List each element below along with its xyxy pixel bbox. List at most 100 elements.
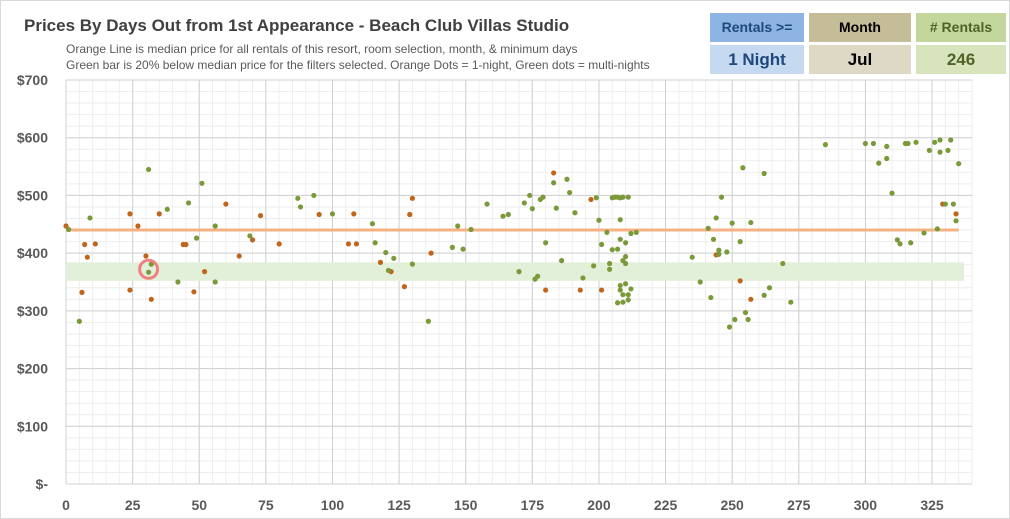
x-tick-label: 0	[62, 497, 70, 513]
multi-night-point	[505, 211, 511, 218]
multi-night-point	[617, 217, 623, 223]
multi-night-point	[87, 215, 93, 221]
multi-night-point	[599, 241, 605, 248]
multi-night-point	[732, 316, 738, 323]
y-tick-label: $200	[17, 361, 48, 377]
multi-night-point	[572, 210, 578, 216]
one-night-point	[748, 296, 754, 302]
multi-night-point	[937, 149, 943, 155]
multi-night-point	[950, 201, 956, 207]
multi-night-point	[460, 246, 466, 252]
one-night-point	[127, 211, 133, 217]
multi-night-point	[593, 195, 599, 201]
one-night-point	[257, 213, 264, 219]
multi-night-point	[385, 267, 392, 274]
multi-night-point	[761, 292, 767, 298]
one-night-point	[577, 287, 583, 293]
highlight-ring	[138, 258, 160, 280]
multi-night-point	[559, 258, 565, 264]
multi-night-point	[614, 300, 621, 306]
multi-night-point	[713, 215, 719, 221]
multi-night-point	[953, 218, 959, 224]
kpi-label: # Rentals	[916, 13, 1006, 42]
multi-night-point	[553, 205, 559, 211]
one-night-point	[84, 254, 90, 260]
multi-night-point	[529, 206, 535, 212]
x-tick-label: 225	[654, 497, 678, 513]
multi-night-point	[625, 292, 631, 298]
one-night-point	[276, 241, 282, 247]
one-night-point	[401, 284, 408, 290]
x-tick-label: 250	[720, 497, 744, 513]
multi-night-point	[948, 137, 954, 143]
multi-night-point	[297, 204, 304, 210]
one-night-point	[79, 289, 85, 295]
multi-night-point	[937, 137, 943, 143]
multi-night-point	[884, 143, 890, 149]
y-tick-label: $400	[17, 245, 48, 261]
multi-night-point	[622, 240, 629, 246]
multi-night-point	[908, 240, 914, 246]
multi-night-point	[146, 166, 152, 173]
multi-night-point	[788, 299, 794, 305]
multi-night-point	[369, 221, 376, 227]
one-night-point	[201, 269, 208, 275]
multi-night-point	[724, 249, 730, 255]
x-tick-label: 75	[258, 497, 274, 513]
kpi-label: Rentals >=	[710, 13, 804, 42]
multi-night-point	[455, 223, 461, 229]
kpi-month: Month Jul	[809, 13, 911, 75]
multi-night-point	[697, 279, 703, 285]
y-tick-label: $500	[17, 187, 48, 203]
multi-night-point	[625, 194, 631, 200]
multi-night-point	[740, 165, 746, 171]
one-night-point	[599, 287, 605, 293]
x-tick-label: 175	[521, 497, 545, 513]
multi-night-point	[897, 241, 903, 247]
multi-night-point	[617, 236, 623, 242]
x-tick-label: 300	[854, 497, 878, 513]
multi-night-point	[761, 170, 767, 177]
multi-night-point	[716, 247, 722, 253]
kpi-value: 1 Night	[710, 45, 804, 74]
multi-night-point	[633, 229, 639, 235]
multi-night-point	[76, 318, 82, 324]
kpi-rental-count: # Rentals 246	[916, 13, 1006, 75]
one-night-point	[156, 211, 162, 217]
multi-night-point	[742, 309, 749, 316]
multi-night-point	[628, 230, 634, 237]
multi-night-point	[199, 180, 205, 186]
multi-night-point	[391, 255, 397, 261]
multi-night-point	[737, 239, 743, 245]
kpi-rentals-min-nights: Rentals >= 1 Night	[710, 13, 804, 75]
multi-night-point	[535, 273, 541, 279]
one-night-point	[377, 259, 384, 265]
multi-night-point	[905, 140, 911, 147]
y-tick-label: $300	[17, 303, 48, 319]
multi-night-point	[718, 194, 725, 200]
multi-night-point	[329, 211, 336, 217]
one-night-point	[953, 211, 959, 217]
multi-night-point	[745, 316, 751, 323]
one-night-point	[82, 241, 88, 248]
multi-night-point	[164, 206, 170, 212]
multi-night-point	[921, 230, 927, 236]
one-night-point	[543, 287, 549, 293]
multi-night-point	[708, 294, 714, 301]
kpi-value: Jul	[809, 45, 911, 74]
multi-night-point	[521, 200, 527, 206]
one-night-point	[135, 223, 141, 229]
multi-night-point	[884, 155, 890, 162]
one-night-point	[191, 289, 197, 295]
multi-night-point	[620, 258, 626, 264]
multi-night-point	[620, 292, 626, 298]
multi-night-point	[500, 213, 506, 219]
multi-night-point	[484, 201, 490, 207]
multi-night-point	[956, 161, 962, 167]
multi-night-point	[543, 240, 549, 246]
multi-night-point	[620, 194, 626, 200]
multi-night-point	[580, 275, 586, 281]
one-night-point	[345, 241, 352, 247]
one-night-point	[588, 196, 594, 203]
